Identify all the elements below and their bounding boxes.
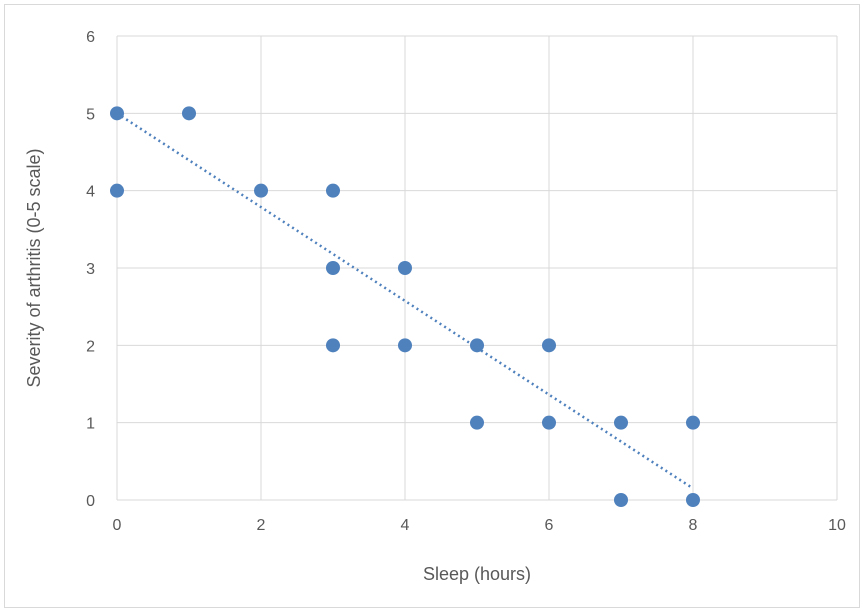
trendline-layer bbox=[116, 112, 694, 490]
data-point bbox=[326, 261, 340, 275]
data-point bbox=[614, 493, 628, 507]
data-point bbox=[542, 415, 556, 430]
data-point bbox=[542, 338, 556, 353]
data-point bbox=[398, 261, 412, 275]
y-tick-label: 3 bbox=[86, 261, 95, 278]
y-tick-label: 1 bbox=[86, 416, 95, 433]
x-tick-label: 0 bbox=[113, 517, 122, 534]
data-point bbox=[398, 338, 412, 353]
data-point bbox=[614, 415, 628, 430]
x-axis-title: Sleep (hours) bbox=[423, 564, 531, 584]
x-tick-label: 4 bbox=[401, 517, 410, 534]
data-point bbox=[110, 106, 124, 121]
data-points bbox=[110, 106, 700, 507]
x-tick-label: 2 bbox=[257, 517, 266, 534]
y-tick-label: 0 bbox=[86, 493, 95, 510]
data-point bbox=[182, 106, 196, 121]
data-point bbox=[686, 415, 700, 430]
y-tick-label: 4 bbox=[86, 184, 95, 201]
data-point bbox=[686, 493, 700, 507]
data-point bbox=[326, 183, 340, 198]
gridlines bbox=[116, 35, 838, 501]
data-point bbox=[470, 338, 484, 353]
x-tick-labels: 0 2 4 6 8 10 bbox=[113, 517, 846, 534]
y-tick-label: 6 bbox=[86, 29, 95, 46]
data-point bbox=[254, 183, 268, 198]
y-axis-title: Severity of arthritis (0-5 scale) bbox=[24, 148, 44, 387]
y-tick-label: 5 bbox=[86, 106, 95, 123]
chart-frame bbox=[4, 4, 860, 608]
x-tick-label: 8 bbox=[689, 517, 698, 534]
data-point bbox=[110, 183, 124, 198]
data-point bbox=[470, 415, 484, 430]
y-tick-label: 2 bbox=[86, 338, 95, 355]
y-tick-labels: 0 1 2 3 4 5 6 bbox=[86, 29, 95, 510]
x-tick-label: 10 bbox=[828, 517, 846, 534]
x-tick-label: 6 bbox=[545, 517, 554, 534]
trendline bbox=[116, 112, 694, 490]
data-point bbox=[326, 338, 340, 353]
